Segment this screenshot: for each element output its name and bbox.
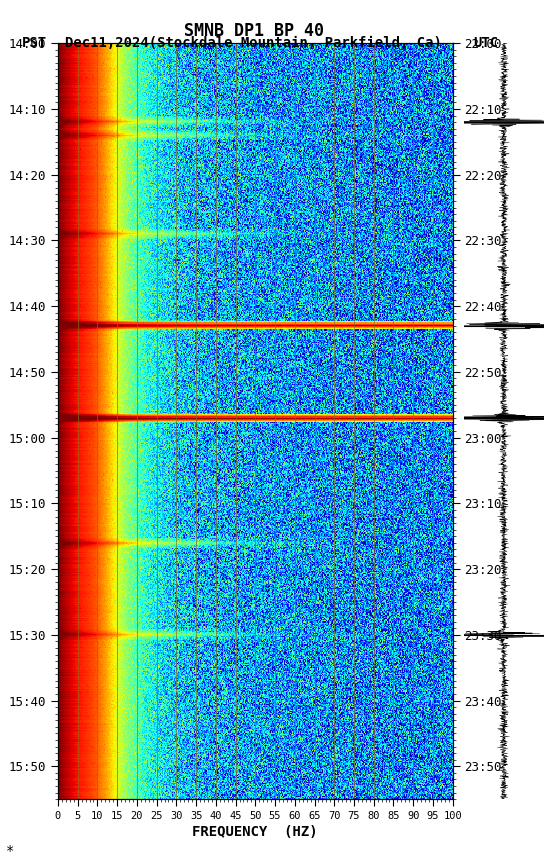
X-axis label: FREQUENCY  (HZ): FREQUENCY (HZ): [193, 825, 318, 839]
Text: UTC: UTC: [473, 36, 498, 50]
Text: SMNB DP1 BP 40: SMNB DP1 BP 40: [184, 22, 324, 40]
Text: Dec11,2024(Stockdale Mountain, Parkfield, Ca): Dec11,2024(Stockdale Mountain, Parkfield…: [66, 36, 442, 50]
Text: PST: PST: [22, 36, 47, 50]
Text: *: *: [6, 844, 14, 858]
